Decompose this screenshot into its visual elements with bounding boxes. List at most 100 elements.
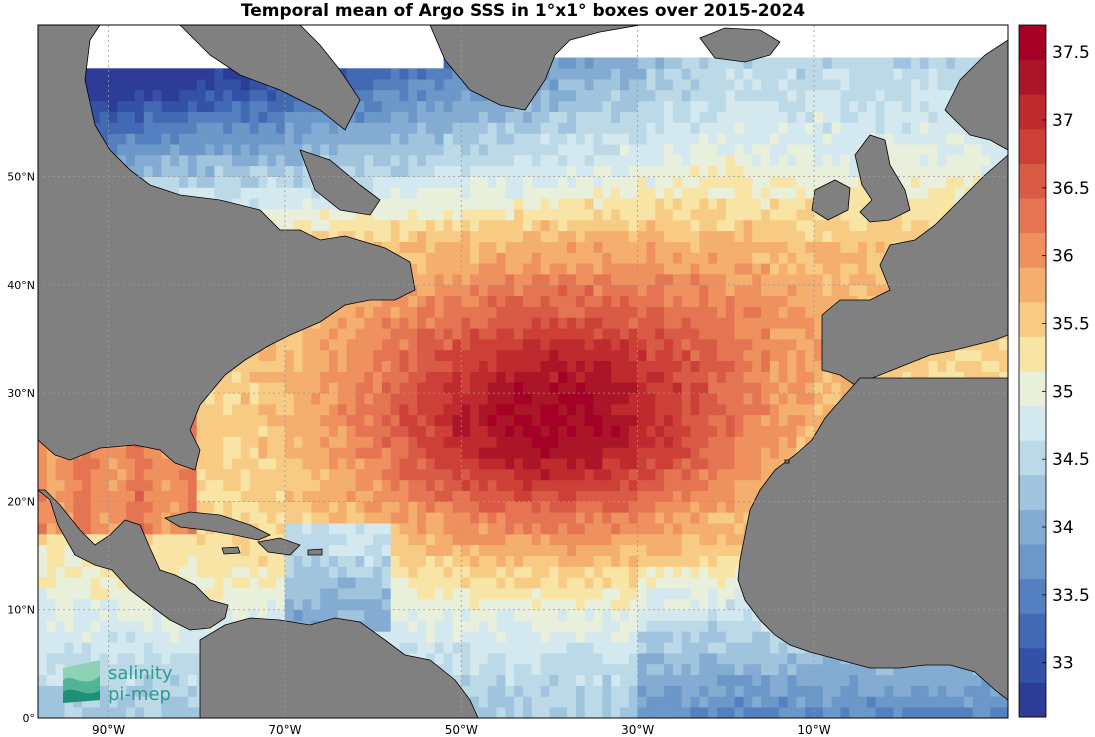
sss-cell [734, 133, 744, 145]
sss-cell [355, 555, 365, 567]
sss-cell [320, 230, 330, 242]
sss-cell [267, 100, 277, 112]
sss-cell [514, 360, 524, 372]
sss-cell [708, 241, 718, 253]
sss-cell [284, 154, 295, 167]
sss-cell [593, 577, 603, 589]
sss-cell [717, 284, 727, 297]
sss-cell [408, 631, 418, 643]
sss-cell [496, 133, 506, 145]
sss-cell [452, 165, 462, 177]
sss-cell [558, 209, 568, 221]
sss-cell [593, 544, 603, 556]
sss-cell [170, 154, 180, 167]
sss-cell [426, 490, 436, 502]
sss-cell [514, 295, 524, 307]
sss-cell [531, 382, 541, 394]
sss-cell [399, 68, 409, 80]
sss-cell [390, 469, 400, 481]
sss-cell [584, 57, 594, 69]
sss-cell [426, 469, 436, 481]
sss-cell [584, 642, 594, 654]
sss-cell [364, 349, 374, 361]
sss-cell [461, 555, 471, 567]
sss-cell [364, 436, 374, 448]
sss-cell [381, 198, 392, 210]
sss-cell [55, 458, 65, 470]
sss-cell [655, 133, 665, 145]
sss-cell [514, 414, 524, 426]
sss-cell [240, 165, 250, 177]
sss-cell [593, 241, 603, 253]
sss-cell [249, 100, 259, 112]
sss-cell [373, 306, 383, 318]
sss-cell [655, 696, 665, 708]
sss-cell [46, 653, 56, 665]
sss-cell [593, 436, 603, 448]
sss-cell [646, 653, 656, 665]
sss-cell [743, 631, 753, 643]
sss-cell [593, 404, 603, 416]
sss-cell [135, 501, 145, 513]
sss-cell [752, 133, 762, 145]
sss-cell [664, 469, 674, 481]
sss-cell [381, 469, 392, 481]
sss-cell [620, 404, 630, 416]
sss-cell [637, 598, 647, 611]
sss-cell [302, 187, 312, 199]
sss-cell [152, 653, 162, 665]
sss-cell [90, 696, 101, 708]
sss-cell [443, 414, 453, 426]
sss-cell [664, 274, 674, 286]
sss-cell [699, 209, 709, 221]
sss-cell [690, 707, 700, 718]
sss-cell [302, 512, 312, 524]
sss-cell [232, 393, 242, 405]
sss-cell [337, 404, 347, 416]
sss-cell [628, 404, 638, 416]
sss-cell [752, 479, 762, 491]
sss-cell [470, 187, 480, 199]
sss-cell [584, 663, 594, 676]
sss-cell [664, 631, 674, 643]
sss-cell [523, 133, 533, 145]
sss-cell [752, 209, 762, 221]
sss-cell [284, 469, 295, 481]
sss-cell [408, 393, 418, 405]
sss-cell [717, 414, 727, 426]
sss-cell [399, 79, 409, 91]
sss-cell [329, 404, 339, 416]
sss-cell [196, 501, 206, 513]
sss-cell [699, 425, 709, 437]
sss-cell [523, 198, 533, 210]
sss-cell [408, 100, 418, 112]
sss-cell [223, 479, 233, 491]
sss-cell [628, 57, 638, 69]
sss-cell [593, 317, 603, 329]
sss-cell [620, 57, 630, 69]
sss-cell [637, 447, 647, 459]
sss-cell [567, 68, 577, 80]
sss-cell [699, 663, 709, 676]
sss-cell [602, 252, 612, 264]
sss-cell [725, 165, 735, 177]
sss-cell [620, 425, 630, 437]
sss-cell [187, 501, 198, 513]
sss-cell [452, 90, 462, 102]
sss-cell [73, 609, 83, 621]
sss-cell [620, 219, 630, 232]
sss-cell [558, 371, 568, 383]
sss-cell [452, 295, 462, 307]
sss-cell [196, 631, 206, 643]
sss-cell [82, 79, 92, 91]
sss-cell [628, 295, 638, 307]
sss-cell [311, 328, 321, 340]
sss-cell [699, 685, 709, 697]
sss-cell [364, 533, 374, 546]
sss-cell [232, 425, 242, 437]
sss-cell [267, 382, 277, 394]
sss-cell [496, 339, 506, 351]
sss-cell [196, 458, 206, 470]
sss-cell [717, 198, 727, 210]
sss-cell [717, 328, 727, 340]
